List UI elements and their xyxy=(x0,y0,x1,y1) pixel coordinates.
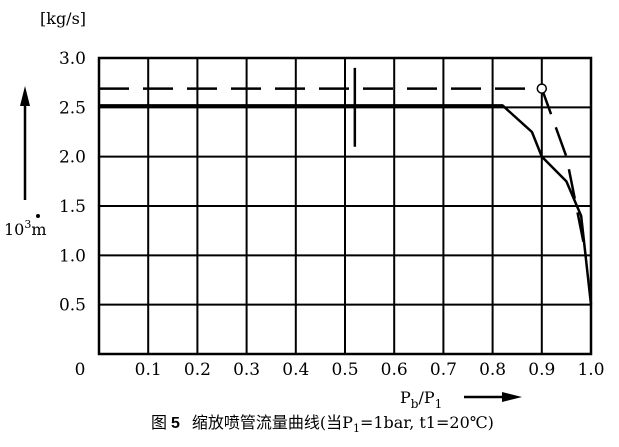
caption-p-sub: 1 xyxy=(353,422,360,435)
x-tick-label: 0.7 xyxy=(430,360,457,380)
x-axis-label-sep: /P xyxy=(418,388,434,407)
y-axis-unit: [kg/s] xyxy=(40,9,86,28)
caption-number: 5 xyxy=(171,415,180,432)
x-axis-arrow-head xyxy=(502,392,522,402)
y-tick-label: 0.5 xyxy=(59,296,86,316)
x-axis-label-sub1: b xyxy=(411,397,419,411)
caption-tail: =1bar, t1=20℃) xyxy=(360,413,494,432)
x-axis-label-sub2: 1 xyxy=(435,397,443,411)
x-axis-label: Pb/P1 xyxy=(400,388,442,411)
x-tick-label: 1.0 xyxy=(577,360,604,380)
y-axis-label: 103m xyxy=(4,218,47,239)
x-tick-label: 0.2 xyxy=(184,360,211,380)
x-tick-label: 0.9 xyxy=(528,360,555,380)
y-tick-label: 2.0 xyxy=(59,148,86,168)
dashed-series-line xyxy=(99,87,588,256)
y-tick-label: 2.5 xyxy=(59,98,86,118)
caption-prefix: 图 xyxy=(151,413,167,432)
origin-label: 0 xyxy=(75,360,86,380)
y-axis-arrow-head xyxy=(20,86,30,106)
plot-frame xyxy=(97,56,593,356)
annotations xyxy=(353,67,548,147)
y-tick-label: 3.0 xyxy=(59,49,86,69)
y-axis-label-dot xyxy=(36,214,40,218)
figure-caption: 图 5 缩放喷管流量曲线(当P1=1bar, t1=20℃) xyxy=(151,413,494,435)
y-tick-label: 1.0 xyxy=(59,246,86,266)
y-tick-label: 1.5 xyxy=(59,197,86,217)
x-tick-label: 0.6 xyxy=(381,360,408,380)
y-axis-label-exp: 3 xyxy=(24,218,31,231)
critical-point-marker xyxy=(536,83,548,94)
tick-labels: 0.1 0.2 0.3 0.4 0.5 0.6 0.7 0.8 0.9 1.0 0.5 1.0 1.5 2… xyxy=(59,49,605,380)
series-lines xyxy=(99,87,593,305)
x-tick-label: 0.5 xyxy=(331,360,358,380)
x-tick-label: 0.8 xyxy=(479,360,506,380)
x-tick-label: 0.3 xyxy=(233,360,260,380)
grid-lines xyxy=(99,58,591,354)
y-axis-label-symbol: m xyxy=(31,220,46,239)
solid-series-line xyxy=(99,104,593,305)
caption-text: 缩放喷管流量曲线(当P xyxy=(192,413,353,432)
x-axis-label-main: P xyxy=(400,388,411,407)
y-axis-label-factor: 10 xyxy=(4,220,24,239)
x-tick-label: 0.4 xyxy=(282,360,309,380)
x-tick-label: 0.1 xyxy=(135,360,162,380)
